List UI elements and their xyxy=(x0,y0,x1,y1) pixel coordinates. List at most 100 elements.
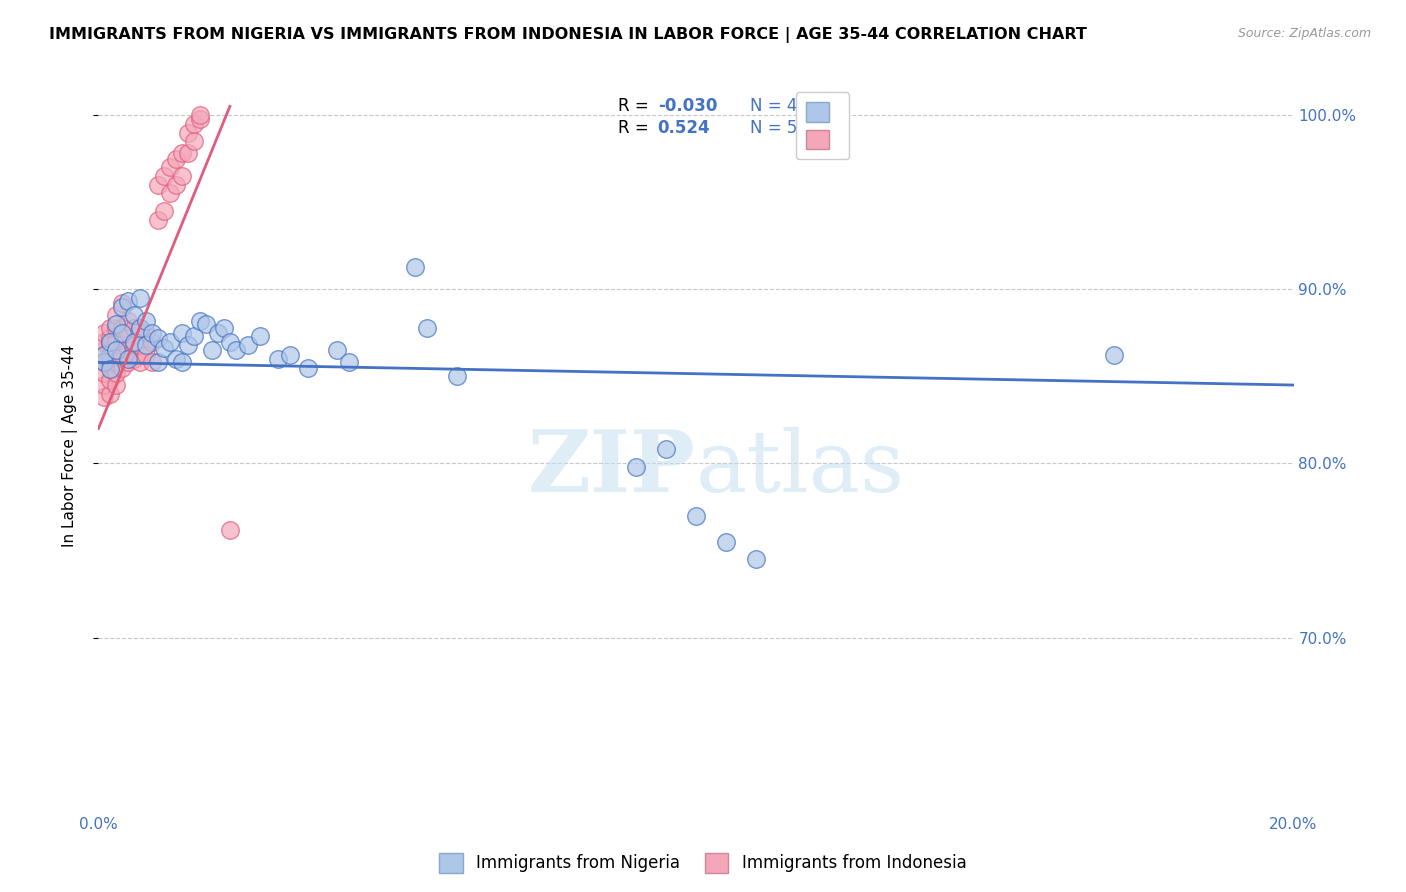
Point xyxy=(93,348,115,362)
Point xyxy=(172,326,194,340)
Point xyxy=(159,161,181,175)
Point xyxy=(165,351,187,366)
Point xyxy=(745,552,768,566)
Point xyxy=(267,351,290,366)
Point xyxy=(404,260,426,274)
Point xyxy=(129,338,152,352)
Point xyxy=(1104,348,1126,362)
Point xyxy=(129,291,152,305)
Point xyxy=(129,320,152,334)
Point xyxy=(98,338,122,352)
Point xyxy=(148,331,170,345)
Point xyxy=(111,296,134,310)
Point xyxy=(148,212,170,227)
Text: 0.524: 0.524 xyxy=(658,119,710,136)
Y-axis label: In Labor Force | Age 35-44: In Labor Force | Age 35-44 xyxy=(62,345,77,547)
Text: R =: R = xyxy=(619,119,654,136)
Text: atlas: atlas xyxy=(696,426,905,509)
Point xyxy=(98,320,122,334)
Point xyxy=(98,373,122,387)
Point xyxy=(111,360,134,375)
Point xyxy=(219,523,242,537)
Legend: Immigrants from Nigeria, Immigrants from Indonesia: Immigrants from Nigeria, Immigrants from… xyxy=(433,847,973,880)
Point xyxy=(236,338,259,352)
Point xyxy=(117,343,139,358)
Point xyxy=(626,459,648,474)
Point xyxy=(98,334,122,349)
Point xyxy=(111,334,134,349)
Point xyxy=(159,334,181,349)
Point xyxy=(93,326,115,340)
Point xyxy=(105,366,128,380)
Point xyxy=(685,508,707,523)
Point xyxy=(153,342,176,356)
Point xyxy=(188,112,211,126)
Point xyxy=(172,169,194,183)
Text: -0.030: -0.030 xyxy=(658,97,717,115)
Point xyxy=(183,134,205,148)
Text: ZIP: ZIP xyxy=(529,426,696,510)
Text: N = 56: N = 56 xyxy=(749,119,807,136)
Point xyxy=(148,355,170,369)
Point xyxy=(446,369,468,384)
Text: R =: R = xyxy=(619,97,654,115)
Point xyxy=(201,343,224,358)
Point xyxy=(416,320,439,334)
Point xyxy=(212,320,235,334)
Point xyxy=(117,326,139,340)
Point xyxy=(177,126,200,140)
Point xyxy=(93,334,115,349)
Text: N = 49: N = 49 xyxy=(749,97,807,115)
Point xyxy=(129,320,152,334)
Point xyxy=(93,355,115,369)
Point xyxy=(195,317,218,331)
Point xyxy=(183,329,205,343)
Point xyxy=(249,329,271,343)
Point xyxy=(93,366,115,380)
Point xyxy=(135,313,157,327)
Point xyxy=(124,338,146,352)
Point xyxy=(105,343,128,358)
Point xyxy=(124,320,146,334)
Point xyxy=(135,348,157,362)
Point xyxy=(207,326,229,340)
Point xyxy=(105,378,128,392)
Point xyxy=(172,146,194,161)
Point xyxy=(297,360,319,375)
Point xyxy=(326,343,349,358)
Point xyxy=(714,534,737,549)
Point xyxy=(117,355,139,369)
Point xyxy=(339,355,361,369)
Point xyxy=(278,348,301,362)
Point xyxy=(153,203,176,218)
Point xyxy=(98,362,122,376)
Point xyxy=(98,355,122,369)
Point xyxy=(129,355,152,369)
Legend: , : , xyxy=(796,92,849,159)
Point xyxy=(93,378,115,392)
Point xyxy=(148,178,170,192)
Point xyxy=(93,343,115,358)
Point xyxy=(117,294,139,309)
Point xyxy=(177,338,200,352)
Point xyxy=(98,331,122,345)
Point xyxy=(655,442,678,457)
Point xyxy=(111,320,134,334)
Text: Source: ZipAtlas.com: Source: ZipAtlas.com xyxy=(1237,27,1371,40)
Point xyxy=(141,334,163,349)
Point xyxy=(141,326,163,340)
Point xyxy=(225,343,247,358)
Text: IMMIGRANTS FROM NIGERIA VS IMMIGRANTS FROM INDONESIA IN LABOR FORCE | AGE 35-44 : IMMIGRANTS FROM NIGERIA VS IMMIGRANTS FR… xyxy=(49,27,1087,43)
Point xyxy=(105,320,128,334)
Point xyxy=(98,348,122,362)
Point xyxy=(165,178,187,192)
Point xyxy=(177,146,200,161)
Point xyxy=(105,355,128,369)
Point xyxy=(105,317,128,331)
Point xyxy=(124,334,146,349)
Point xyxy=(159,186,181,201)
Point xyxy=(93,355,115,369)
Point xyxy=(172,355,194,369)
Point xyxy=(111,300,134,314)
Point xyxy=(98,386,122,401)
